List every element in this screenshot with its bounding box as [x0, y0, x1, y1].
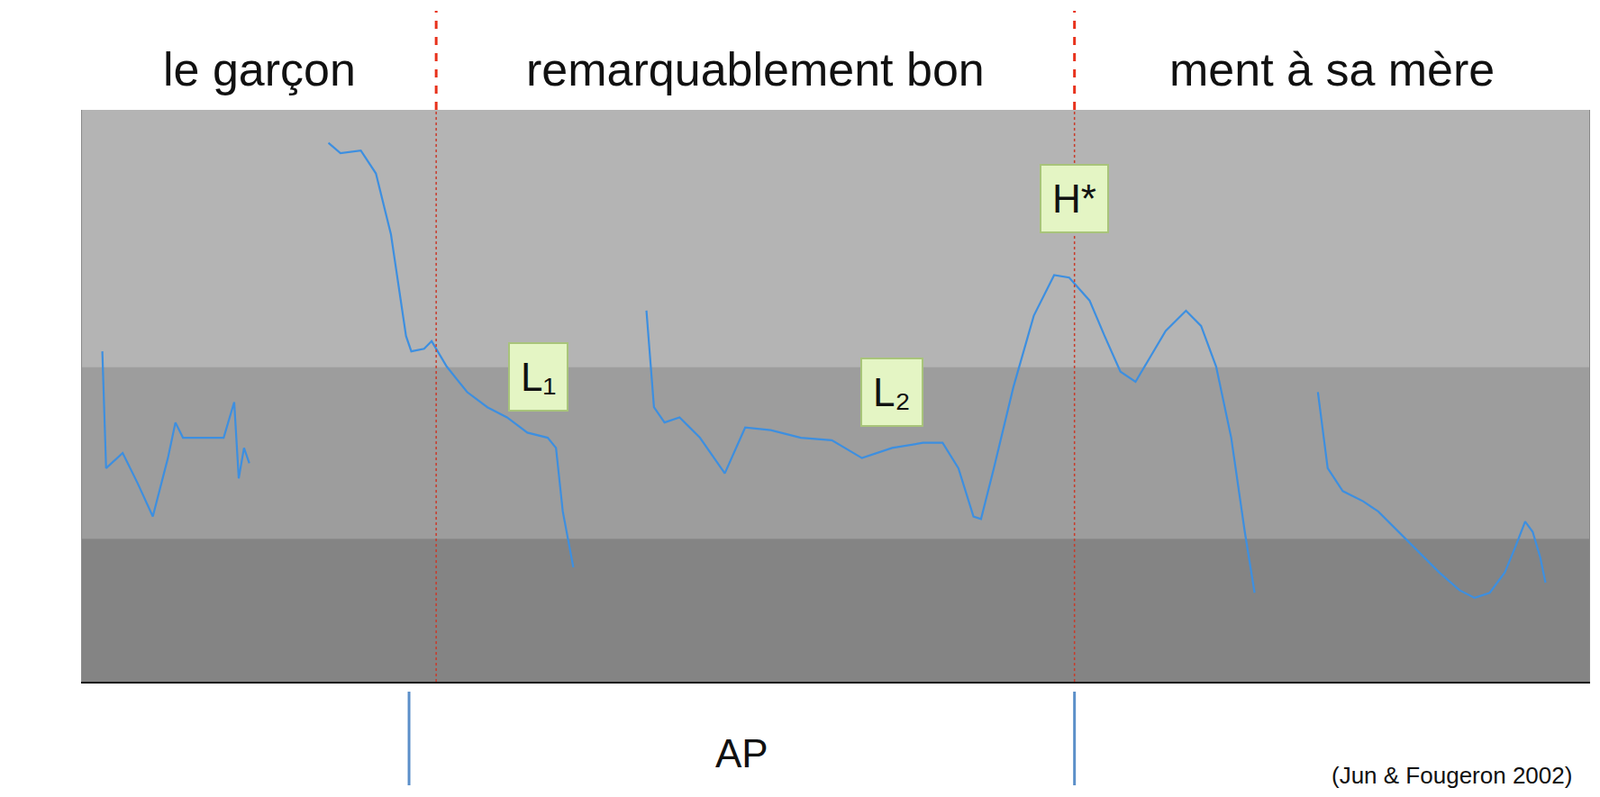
svg-text:(Jun & Fougeron 2002): (Jun & Fougeron 2002): [1331, 762, 1573, 790]
svg-text:ment à sa mère: ment à sa mère: [1169, 43, 1495, 96]
svg-text:L₁: L₁: [520, 354, 556, 400]
svg-text:L₂: L₂: [872, 370, 911, 415]
svg-text:remarquablement bon: remarquablement bon: [526, 43, 985, 96]
svg-text:H*: H*: [1052, 176, 1097, 221]
svg-text:AP: AP: [715, 731, 769, 776]
svg-text:le garçon: le garçon: [163, 43, 356, 96]
